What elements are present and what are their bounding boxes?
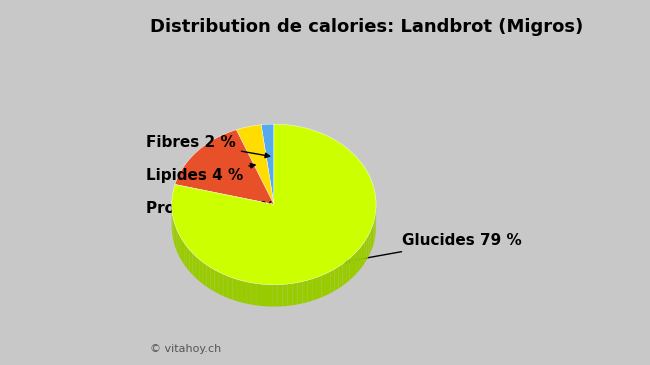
Polygon shape (335, 266, 339, 291)
Polygon shape (373, 219, 374, 245)
Polygon shape (211, 268, 214, 292)
Polygon shape (356, 249, 359, 274)
Polygon shape (203, 262, 207, 287)
Polygon shape (175, 224, 176, 250)
Polygon shape (262, 284, 267, 307)
Text: Distribution de calories: Landbrot (Migros): Distribution de calories: Landbrot (Migr… (150, 18, 583, 36)
Polygon shape (298, 281, 302, 304)
Polygon shape (362, 242, 364, 267)
Polygon shape (190, 250, 192, 275)
Polygon shape (247, 282, 252, 305)
Polygon shape (370, 227, 372, 253)
Polygon shape (339, 264, 343, 288)
Polygon shape (214, 270, 219, 294)
Polygon shape (199, 259, 203, 284)
Polygon shape (278, 284, 282, 307)
Polygon shape (233, 278, 237, 301)
Polygon shape (173, 216, 174, 242)
Polygon shape (207, 265, 211, 289)
Polygon shape (252, 283, 257, 306)
Polygon shape (223, 274, 227, 298)
Text: Glucides 79 %: Glucides 79 % (344, 233, 521, 264)
Polygon shape (282, 284, 287, 306)
Polygon shape (343, 261, 346, 286)
Polygon shape (350, 255, 353, 280)
Polygon shape (267, 285, 272, 307)
Polygon shape (317, 276, 322, 299)
Text: Lipides 4 %: Lipides 4 % (146, 164, 255, 183)
Polygon shape (374, 215, 375, 241)
Polygon shape (187, 246, 190, 272)
Polygon shape (178, 232, 180, 258)
Polygon shape (367, 235, 369, 260)
Polygon shape (346, 258, 350, 283)
Polygon shape (353, 252, 356, 277)
Polygon shape (261, 124, 274, 204)
Text: Protéines 15 %: Protéines 15 % (146, 200, 275, 216)
Polygon shape (287, 283, 292, 306)
Text: Fibres 2 %: Fibres 2 % (146, 135, 270, 158)
Polygon shape (182, 239, 184, 265)
Polygon shape (175, 130, 274, 204)
Polygon shape (372, 223, 373, 249)
Polygon shape (219, 272, 223, 296)
Polygon shape (184, 243, 187, 268)
Polygon shape (227, 276, 233, 300)
Polygon shape (364, 238, 367, 264)
Polygon shape (330, 269, 335, 293)
Text: © vitahoy.ch: © vitahoy.ch (150, 344, 221, 354)
Polygon shape (292, 283, 298, 305)
Polygon shape (272, 285, 278, 307)
Polygon shape (242, 281, 247, 304)
Polygon shape (174, 220, 175, 246)
Polygon shape (257, 284, 262, 306)
Polygon shape (359, 245, 362, 271)
Polygon shape (192, 253, 196, 278)
Polygon shape (180, 236, 182, 261)
Polygon shape (196, 256, 199, 281)
Polygon shape (302, 280, 307, 303)
Polygon shape (369, 231, 370, 257)
Polygon shape (237, 125, 274, 204)
Polygon shape (322, 273, 326, 297)
Polygon shape (326, 271, 330, 295)
Polygon shape (237, 279, 242, 303)
Polygon shape (307, 279, 312, 302)
Polygon shape (312, 277, 317, 301)
Polygon shape (172, 124, 376, 285)
Polygon shape (176, 228, 178, 254)
